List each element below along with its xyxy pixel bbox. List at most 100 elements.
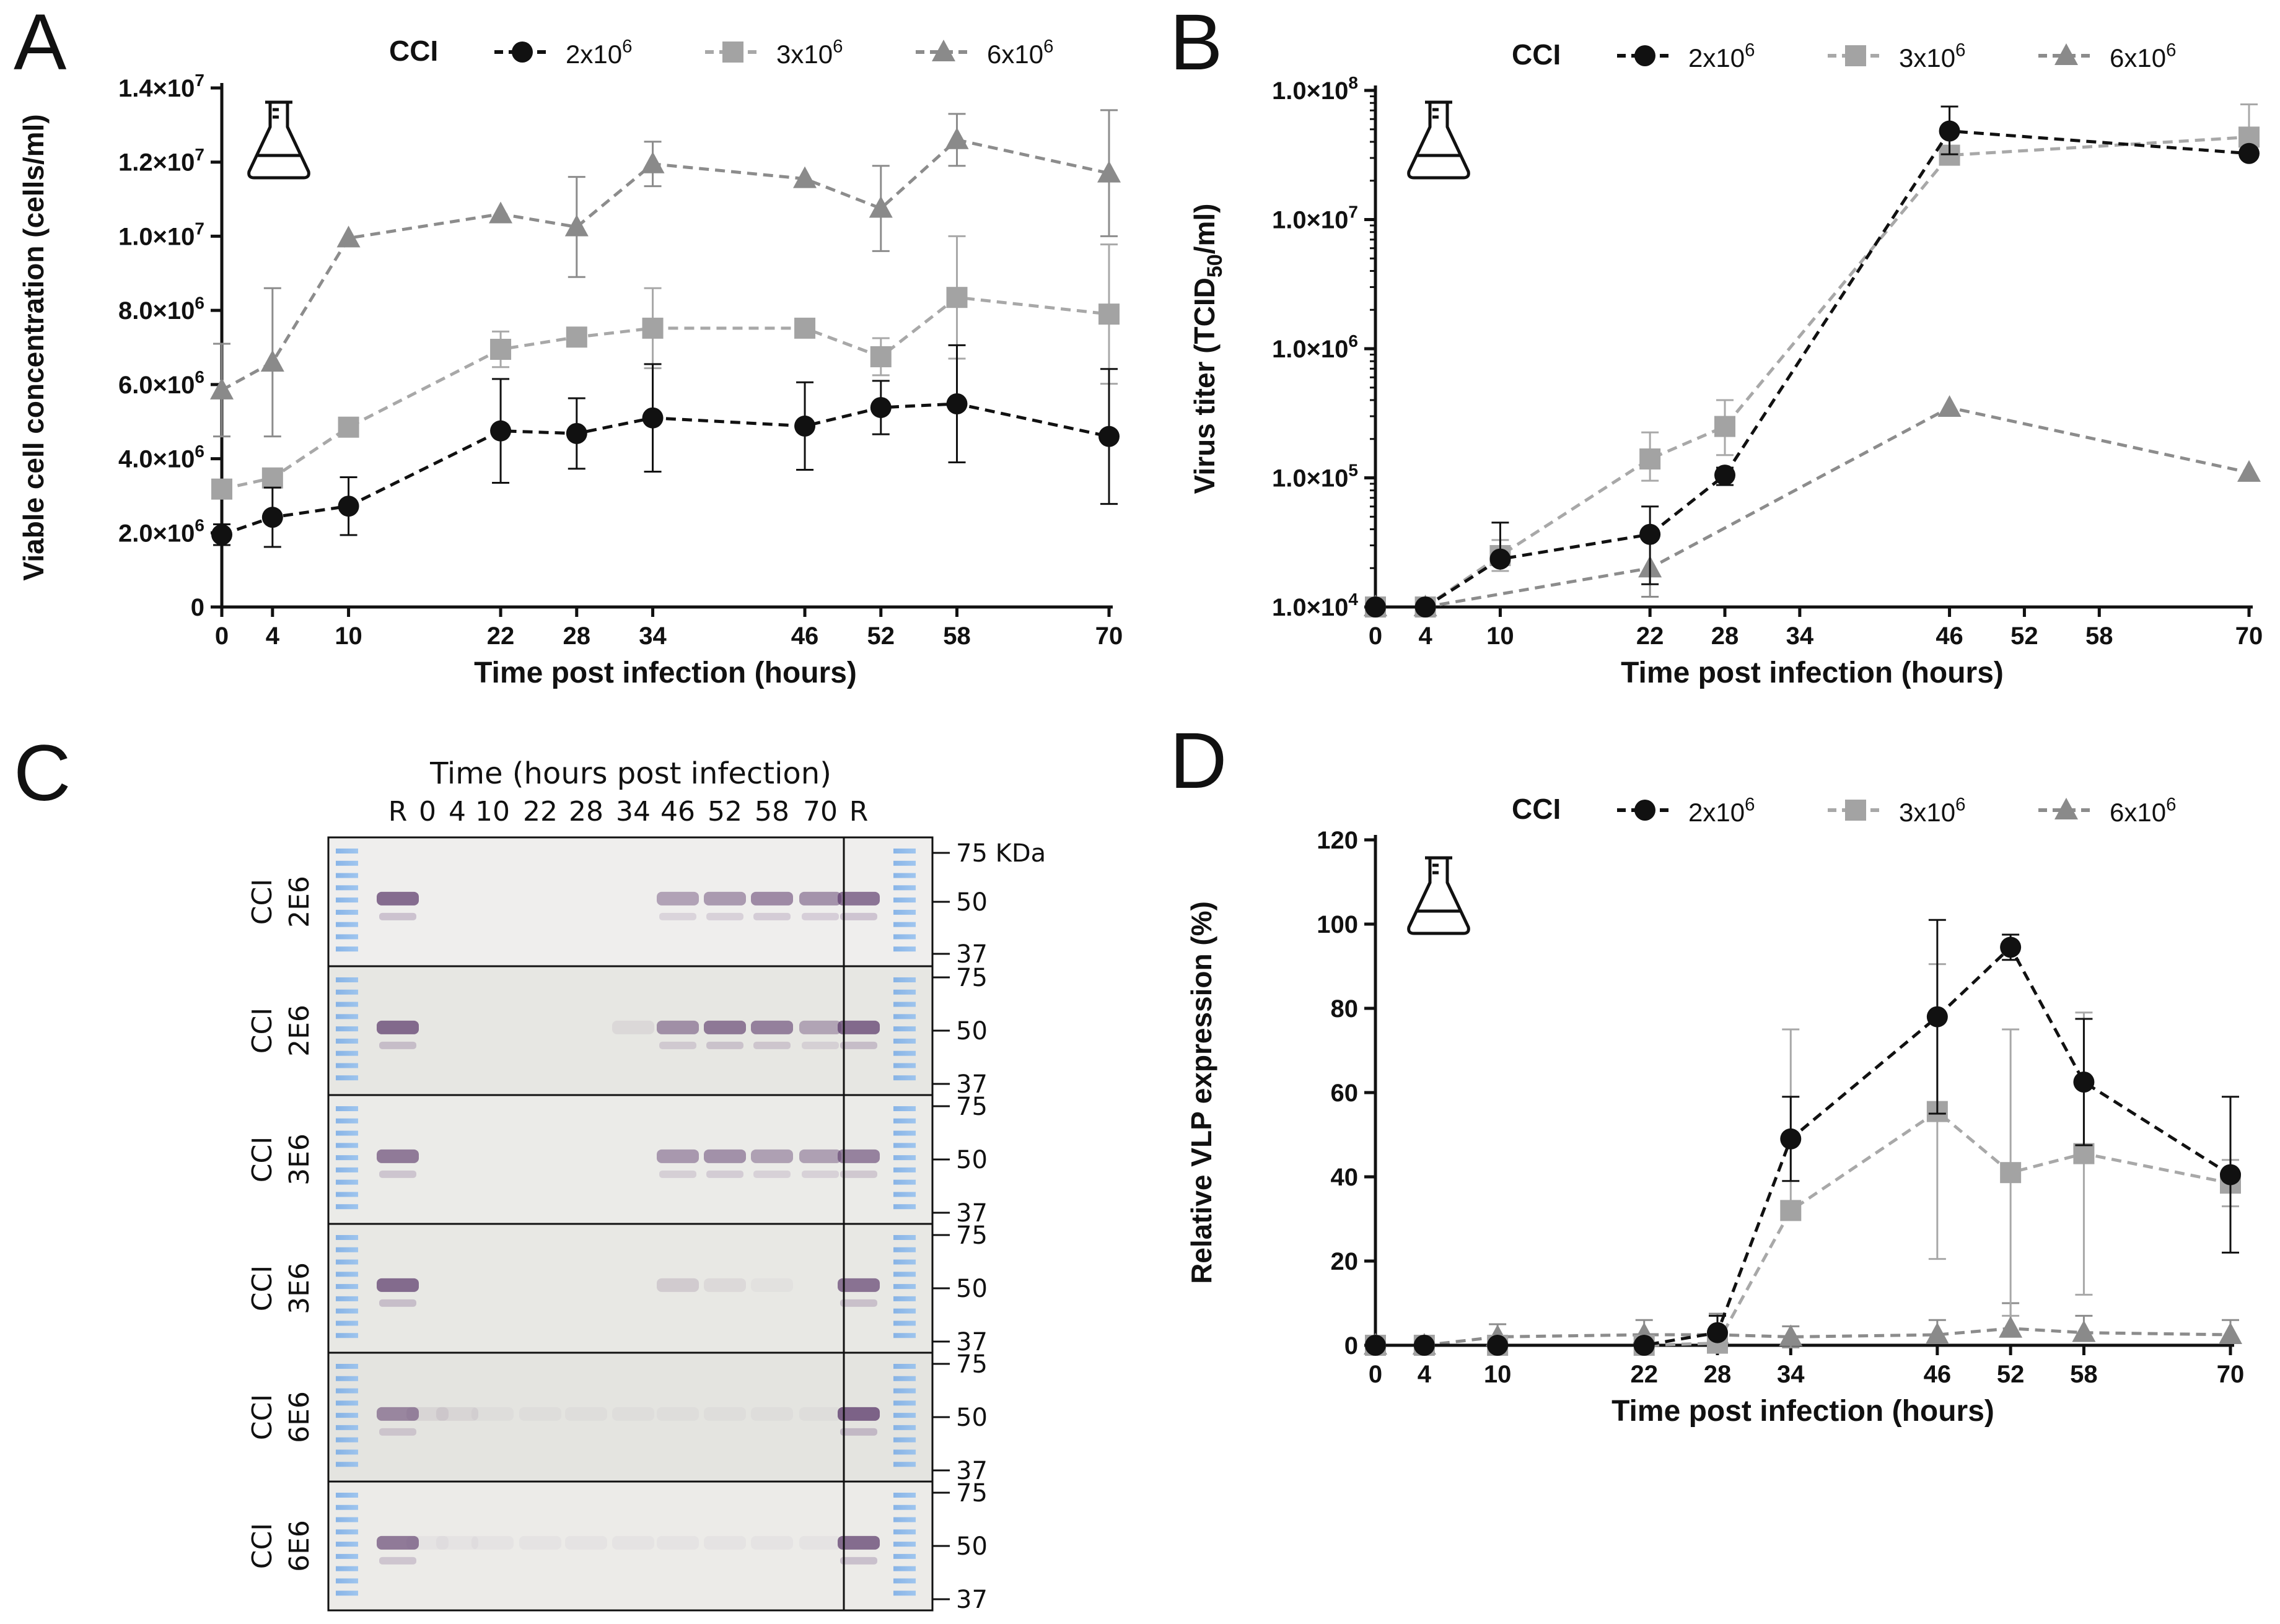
chart-b-point-0-1 bbox=[1414, 596, 1436, 618]
chart-a-ytick-label-4: 8.0×106 bbox=[118, 293, 204, 325]
chart-a-legend-title: CCI bbox=[389, 35, 438, 67]
chart-a-legend-label-0: 2x106 bbox=[566, 36, 632, 69]
chart-b-xtick-label-5: 34 bbox=[1786, 622, 1814, 650]
chart-b-point-0-6 bbox=[2238, 142, 2260, 164]
chart-d-legend-label-1: 3x106 bbox=[1899, 794, 1965, 827]
band-5-9 bbox=[751, 1535, 793, 1550]
ladder-band bbox=[336, 1566, 358, 1571]
ladder-band bbox=[336, 946, 358, 952]
band-lower-4-0 bbox=[379, 1428, 416, 1436]
chart-b-point-2-4 bbox=[2237, 460, 2261, 482]
chart-b-legend-marker-2 bbox=[2054, 43, 2078, 65]
lane-label-0: R bbox=[388, 796, 408, 827]
chart-b-ytick-label-1: 1.0×105 bbox=[1272, 461, 1358, 492]
ladder-band bbox=[893, 1204, 916, 1210]
blot-membrane bbox=[327, 1223, 934, 1354]
band-4-5 bbox=[565, 1407, 607, 1421]
chart-a-point-1-8 bbox=[946, 287, 968, 308]
chart-b-ytick-label-3: 1.0×107 bbox=[1272, 203, 1358, 234]
ladder-band bbox=[893, 946, 916, 952]
ladder-band bbox=[336, 1235, 358, 1240]
lane-label-2: 4 bbox=[449, 796, 466, 827]
chart-a-point-2-0 bbox=[210, 377, 234, 399]
ladder-band bbox=[336, 1179, 358, 1185]
chart-a-point-1-0 bbox=[211, 478, 232, 500]
ladder-band bbox=[336, 1143, 358, 1148]
chart-d-point-1-7 bbox=[2000, 1162, 2022, 1184]
ladder-band bbox=[893, 860, 916, 866]
ladder-band bbox=[336, 1204, 358, 1210]
ladder-band bbox=[893, 1364, 916, 1369]
chart-b-legend-label-1: 3x106 bbox=[1899, 40, 1965, 72]
band-lower-4-11 bbox=[840, 1428, 877, 1436]
band-lower-0-11 bbox=[840, 912, 877, 920]
chart-d-xtick-label-7: 52 bbox=[1997, 1361, 2025, 1388]
chart-a-xtick-label-1: 4 bbox=[266, 622, 280, 650]
chart-b-point-0-2 bbox=[1489, 548, 1511, 570]
ladder-band bbox=[893, 1321, 916, 1326]
chart-b-legend-label-0: 2x106 bbox=[1688, 40, 1755, 72]
band-4-0 bbox=[377, 1407, 419, 1421]
ladder-band bbox=[893, 1296, 916, 1301]
ladder-band bbox=[893, 897, 916, 903]
chart-a-xtick-label-8: 58 bbox=[943, 622, 971, 650]
band-1-10 bbox=[799, 1020, 841, 1034]
ladder-band bbox=[893, 1063, 916, 1068]
chart-b-legend-marker-0 bbox=[1634, 45, 1655, 66]
ladder-band bbox=[336, 1333, 358, 1338]
lane-label-6: 34 bbox=[616, 796, 651, 827]
marker-label-5-1: 50 bbox=[956, 1532, 988, 1561]
lane-label-7: 46 bbox=[660, 796, 695, 827]
ladder-band bbox=[893, 1284, 916, 1290]
blot-row-4: CCI 6E6 75 50 37 bbox=[247, 1350, 988, 1485]
ladder-band bbox=[893, 885, 916, 891]
band-lower-1-10 bbox=[802, 1041, 839, 1049]
band-0-10 bbox=[799, 891, 841, 906]
band-0-8 bbox=[704, 891, 746, 906]
ladder-band bbox=[336, 1308, 358, 1314]
ladder-band bbox=[336, 1517, 358, 1522]
band-4-4 bbox=[519, 1407, 561, 1421]
blot-row-0: CCI 2E6 75 KDa 50 37 bbox=[247, 836, 1046, 969]
chart-a-x-axis-label: Time post infection (hours) bbox=[474, 657, 857, 689]
band-lower-2-9 bbox=[753, 1170, 791, 1178]
ladder-band bbox=[336, 1063, 358, 1068]
chart-d-point-2-9 bbox=[2219, 1322, 2242, 1344]
ladder-band bbox=[336, 1118, 358, 1124]
chart-a-point-2-5 bbox=[641, 151, 665, 173]
band-lower-1-9 bbox=[753, 1041, 791, 1049]
ladder-band bbox=[336, 1449, 358, 1455]
band-2-8 bbox=[704, 1149, 746, 1163]
ladder-band bbox=[336, 934, 358, 940]
chart-b-series-line-1 bbox=[1375, 135, 2250, 609]
band-2-0 bbox=[377, 1149, 419, 1163]
ladder-band bbox=[893, 1167, 916, 1172]
ladder-band bbox=[893, 1413, 916, 1418]
ladder-band bbox=[336, 1259, 358, 1265]
blot-row-2: CCI 3E6 75 50 37 bbox=[247, 1093, 988, 1228]
band-5-6 bbox=[612, 1535, 654, 1550]
ladder-band bbox=[336, 897, 358, 903]
chart-d-legend-marker-2 bbox=[2054, 798, 2078, 819]
chart-a-legend-label-2: 6x106 bbox=[987, 36, 1053, 69]
chart-d-legend-marker-1 bbox=[1845, 800, 1866, 821]
marker-label-3-0: 75 bbox=[956, 1221, 988, 1250]
ladder-band bbox=[893, 1130, 916, 1136]
ladder-band bbox=[893, 1179, 916, 1185]
chart-a-ytick-label-7: 1.4×107 bbox=[118, 71, 204, 102]
band-4-1 bbox=[406, 1407, 449, 1421]
band-lower-1-8 bbox=[706, 1041, 743, 1049]
ladder-band bbox=[893, 1529, 916, 1535]
ladder-band bbox=[893, 1333, 916, 1338]
ladder-band bbox=[893, 1235, 916, 1240]
chart-b-series-line-0 bbox=[1375, 129, 2250, 609]
ladder-band bbox=[336, 1364, 358, 1369]
ladder-band bbox=[336, 989, 358, 995]
chart-a-ytick-label-2: 4.0×106 bbox=[118, 442, 204, 473]
ladder-band bbox=[893, 1272, 916, 1277]
chart-a-xtick-label-7: 52 bbox=[867, 622, 895, 650]
chart-b-flask-icon bbox=[1407, 100, 1470, 180]
chart-d-legend-label-2: 6x106 bbox=[2110, 794, 2176, 827]
chart-a-series-0 bbox=[211, 344, 1120, 548]
chart-a-xtick-label-3: 22 bbox=[487, 622, 515, 650]
